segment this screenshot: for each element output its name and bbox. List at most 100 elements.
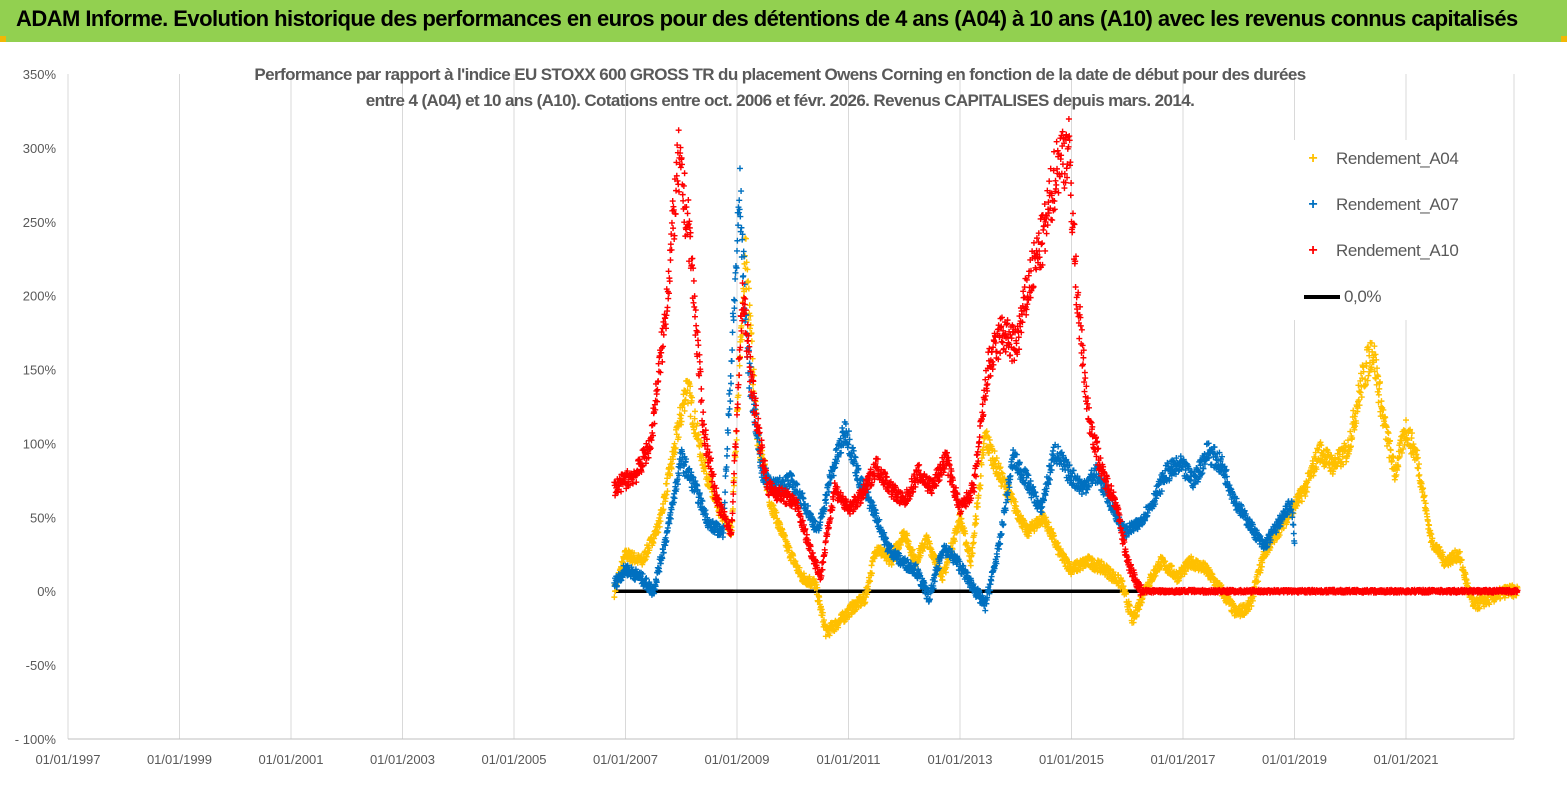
series-a04-point [742, 235, 749, 242]
series-a04-point [687, 413, 694, 420]
series-a04-point [1351, 426, 1358, 433]
series-a04-point [912, 553, 919, 560]
series-a04-point [641, 557, 648, 564]
series-a04-point [971, 530, 978, 537]
series-a07-point [739, 236, 746, 243]
series-a04-point [740, 285, 747, 292]
series-a04-point [1158, 563, 1165, 570]
series-a04-point [1388, 457, 1395, 464]
series-a04-point [1371, 368, 1378, 375]
series-a04-point [967, 562, 974, 569]
series-a04-point [689, 394, 696, 401]
series-a04-point [975, 492, 982, 499]
series-a04-point [746, 302, 753, 309]
x-tick-label: 01/01/1999 [147, 752, 212, 767]
x-tick-label: 01/01/2001 [258, 752, 323, 767]
series-a04-point [659, 507, 666, 514]
x-tick-label: 01/01/2021 [1373, 752, 1438, 767]
series-a04-point [1098, 558, 1105, 565]
series-a04-point [1396, 453, 1403, 460]
series-a04-point [1353, 420, 1360, 427]
series-a04-point [663, 480, 670, 487]
series-a04-point [1168, 562, 1175, 569]
series-a04-point [644, 550, 651, 557]
series-a04-point [770, 502, 777, 509]
series-a04-point [1335, 455, 1342, 462]
series-a04-point [668, 465, 675, 472]
series-a04-point [1357, 389, 1364, 396]
series-a04-point [868, 570, 875, 577]
series-a04-point [1398, 449, 1405, 456]
series-a04-point [686, 389, 693, 396]
series-a04-point [1422, 500, 1429, 507]
series-a04-point [643, 553, 650, 560]
x-tick-label: 01/01/2009 [704, 752, 769, 767]
series-a04-point [1359, 375, 1366, 382]
series-a10-point [653, 391, 660, 398]
series-a04-point [662, 495, 669, 502]
series-a04-point [796, 564, 803, 571]
series-a07-point [849, 444, 856, 451]
series-a04-point [1426, 522, 1433, 529]
series-a04-point [735, 392, 742, 399]
series-a04-point [1013, 503, 1020, 510]
series-a04-point [962, 530, 969, 537]
series-a04-point [1404, 437, 1411, 444]
series-a07-point [1290, 530, 1297, 537]
series-a07-point [726, 390, 733, 397]
series-a04-point [1048, 525, 1055, 532]
series-a04-point [974, 503, 981, 510]
series-a07-point [726, 405, 733, 412]
series-a04-point [1340, 461, 1347, 468]
series-a04-point [1088, 555, 1095, 562]
series-a04-point [692, 408, 699, 415]
series-a04-point [668, 460, 675, 467]
series-a04-point [687, 383, 694, 390]
series-a04-point [978, 461, 985, 468]
series-a04-point [1385, 430, 1392, 437]
series-a04-point [619, 558, 626, 565]
y-tick-label: 150% [23, 363, 57, 378]
series-a07-point [670, 494, 677, 501]
series-a10-point [675, 127, 682, 134]
series-a04-point [745, 278, 752, 285]
series-a04-point [1369, 348, 1376, 355]
series-a10-point [696, 358, 703, 365]
series-a04-point [862, 594, 869, 601]
series-a04-point [691, 415, 698, 422]
series-a04-point [1302, 488, 1309, 495]
series-a04-point [1375, 391, 1382, 398]
series-a04-point [663, 491, 670, 498]
series-a04-point [1123, 590, 1130, 597]
series-a04-point [660, 506, 667, 513]
series-a04-point [743, 259, 750, 266]
series-a04-point [646, 547, 653, 554]
series-a04-point [1383, 424, 1390, 431]
series-a04-point [1428, 531, 1435, 538]
series-a10-point [681, 170, 688, 177]
series-a07-point [727, 398, 734, 405]
series-a04-point [1408, 435, 1415, 442]
series-a04-point [664, 488, 671, 495]
series-a04-point [1364, 377, 1371, 384]
series-a04-point [1313, 466, 1320, 473]
series-a07-point [726, 387, 733, 394]
series-a04-point [1365, 346, 1372, 353]
series-a10-point [732, 444, 739, 451]
series-a04-point [1476, 605, 1483, 612]
series-a04-point [656, 514, 663, 521]
series-a10-point [734, 401, 741, 408]
x-tick-label: 01/01/2013 [927, 752, 992, 767]
series-a04-point [1345, 437, 1352, 444]
series-a10-point [690, 277, 697, 284]
y-tick-label: 350% [23, 67, 57, 82]
series-a04-point [1152, 572, 1159, 579]
series-a04-point [997, 464, 1004, 471]
series-a04-point [677, 421, 684, 428]
series-a04-point [1398, 437, 1405, 444]
series-a04-point [777, 521, 784, 528]
series-a04-point [806, 573, 813, 580]
series-a04-point [1280, 525, 1287, 532]
series-a04-point [1462, 571, 1469, 578]
series-a04-point [877, 544, 884, 551]
